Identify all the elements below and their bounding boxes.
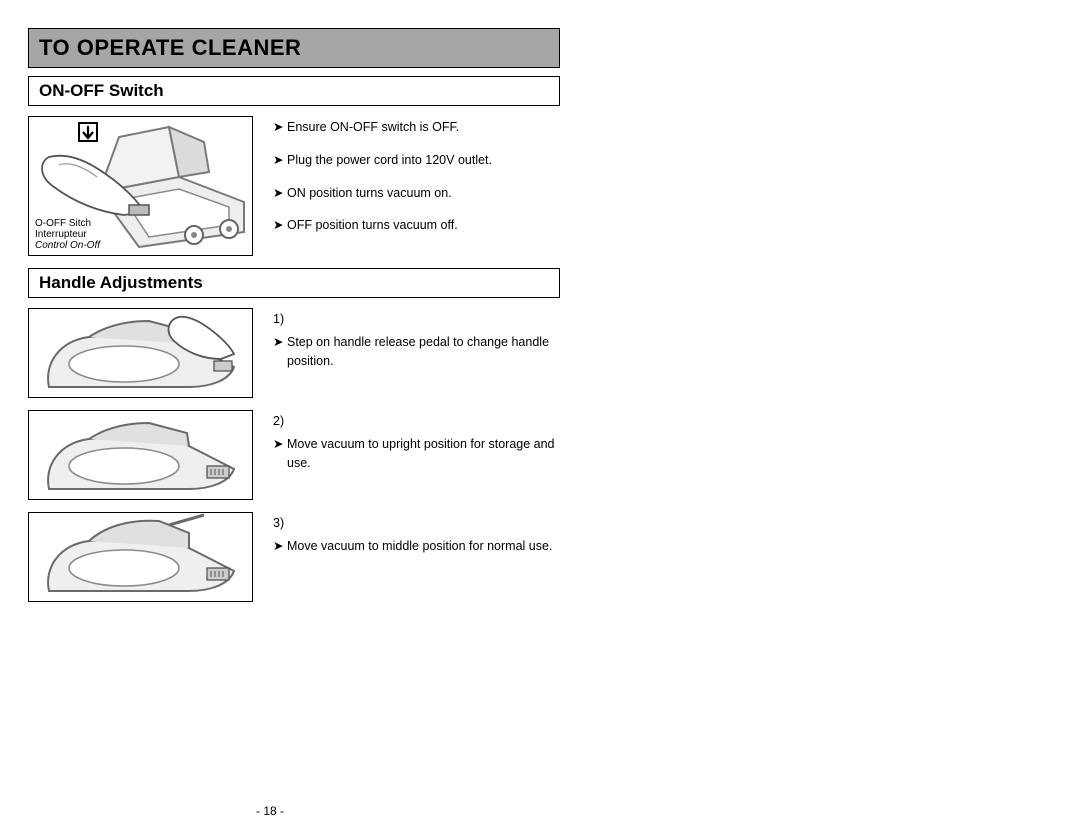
bullet-arrow: ➤	[273, 333, 287, 371]
step3-row: 3) ➤Move vacuum to middle position for n…	[28, 512, 560, 602]
step-number: 2)	[273, 412, 560, 431]
bullet-arrow: ➤	[273, 435, 287, 473]
bullet-text: Plug the power cord into 120V outlet.	[287, 151, 560, 170]
bullet-arrow: ➤	[273, 537, 287, 556]
bullet-text: OFF position turns vacuum off.	[287, 216, 560, 235]
bullet-arrow: ➤	[273, 151, 287, 170]
caption-line3: Control On-Off	[35, 240, 100, 251]
step-number: 3)	[273, 514, 560, 533]
bullet-arrow: ➤	[273, 216, 287, 235]
section1-bullets: ➤Ensure ON-OFF switch is OFF. ➤Plug the …	[273, 116, 560, 249]
step-text: Move vacuum to middle position for norma…	[287, 537, 560, 556]
step-number: 1)	[273, 310, 560, 329]
step2-diagram	[28, 410, 253, 500]
step1-text: 1) ➤Step on handle release pedal to chan…	[273, 308, 560, 370]
step3-text: 3) ➤Move vacuum to middle position for n…	[273, 512, 560, 556]
diagram-caption: O-OFF Sitch Interrupteur Control On-Off	[35, 218, 100, 251]
step1-diagram	[28, 308, 253, 398]
section2-title: Handle Adjustments	[28, 268, 560, 298]
caption-line2: Interrupteur	[35, 229, 100, 240]
main-title: TO OPERATE CLEANER	[28, 28, 560, 68]
page-number: - 18 -	[0, 804, 540, 818]
bullet-arrow: ➤	[273, 184, 287, 203]
step3-diagram	[28, 512, 253, 602]
step-text: Move vacuum to upright position for stor…	[287, 435, 560, 473]
section1-title: ON-OFF Switch	[28, 76, 560, 106]
step-text: Step on handle release pedal to change h…	[287, 333, 560, 371]
bullet-text: Ensure ON-OFF switch is OFF.	[287, 118, 560, 137]
section1-row: O-OFF Sitch Interrupteur Control On-Off …	[28, 116, 560, 256]
caption-line1: O-OFF Sitch	[35, 218, 100, 229]
step2-row: 2) ➤Move vacuum to upright position for …	[28, 410, 560, 500]
step1-row: 1) ➤Step on handle release pedal to chan…	[28, 308, 560, 398]
bullet-text: ON position turns vacuum on.	[287, 184, 560, 203]
onoff-diagram: O-OFF Sitch Interrupteur Control On-Off	[28, 116, 253, 256]
bullet-arrow: ➤	[273, 118, 287, 137]
step2-text: 2) ➤Move vacuum to upright position for …	[273, 410, 560, 472]
